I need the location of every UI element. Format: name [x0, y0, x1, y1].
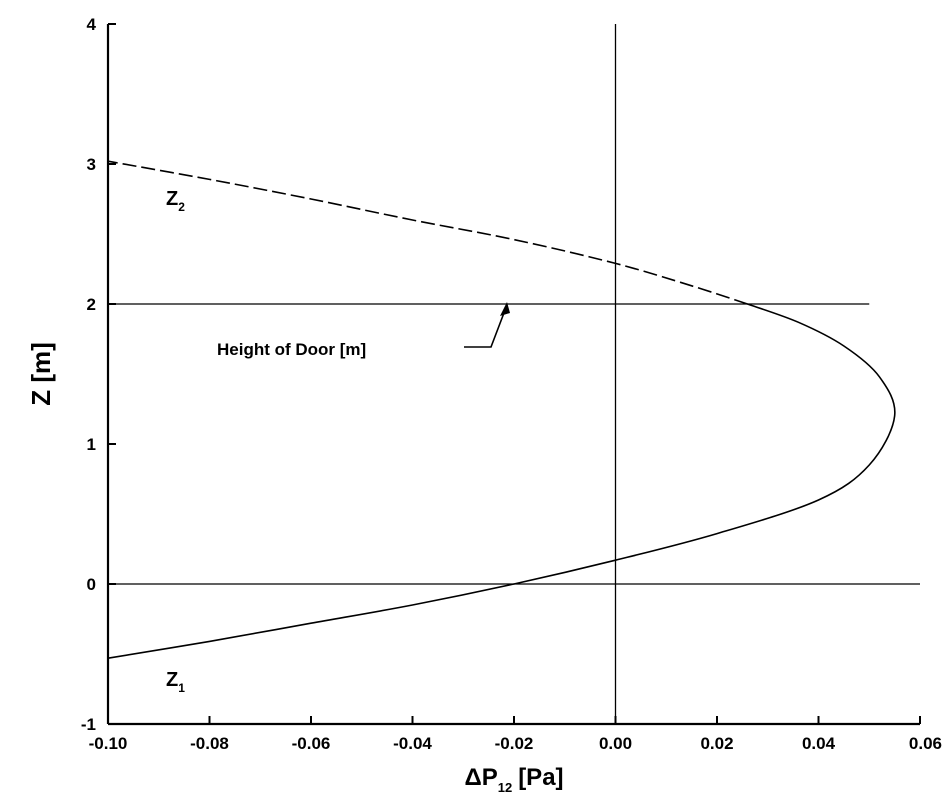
x-tick-label: 0.00: [599, 734, 632, 753]
door-height-leader-line: [464, 304, 508, 348]
y-tick-label: 1: [87, 435, 96, 454]
y-tick-label: 0: [87, 575, 96, 594]
y-ticks: -1 0 1 2 3 4: [81, 15, 116, 734]
x-axis-title-sub: 12: [498, 780, 512, 795]
y-tick-label: 3: [87, 155, 96, 174]
x-axis-title-main: ΔP: [464, 764, 497, 791]
series-dashed-curve: [107, 160, 748, 305]
z1-label-main: Z: [166, 669, 178, 691]
x-axis-title-unit: [Pa]: [518, 764, 563, 791]
door-height-arrowhead: [500, 302, 510, 316]
door-height-label: Height of Door [m]: [217, 340, 366, 359]
x-tick-label: -0.06: [292, 734, 331, 753]
y-tick-label: -1: [81, 715, 96, 734]
y-tick-label: 2: [87, 295, 96, 314]
z1-label-sub: 1: [178, 681, 185, 695]
x-tick-label: -0.10: [89, 734, 128, 753]
x-axis-title: ΔP12 [Pa]: [464, 764, 563, 795]
y-axis-title: Z [m]: [26, 342, 56, 406]
x-tick-label: 0.04: [802, 734, 836, 753]
x-tick-label: -0.08: [190, 734, 229, 753]
z2-label-sub: 2: [178, 200, 185, 214]
z2-label-main: Z: [166, 188, 178, 210]
x-tick-label: -0.04: [393, 734, 432, 753]
x-tick-label: 0.02: [700, 734, 733, 753]
z1-label: Z1: [166, 669, 185, 695]
series-solid-curve: [107, 303, 896, 659]
x-ticks: -0.10 -0.08 -0.06 -0.04 -0.02 0.00 0.02 0.04 0.0…: [89, 716, 942, 753]
x-tick-label: 0.06: [909, 734, 942, 753]
z2-label: Z2: [166, 188, 185, 214]
x-tick-label: -0.02: [495, 734, 534, 753]
y-tick-label: 4: [87, 15, 97, 34]
